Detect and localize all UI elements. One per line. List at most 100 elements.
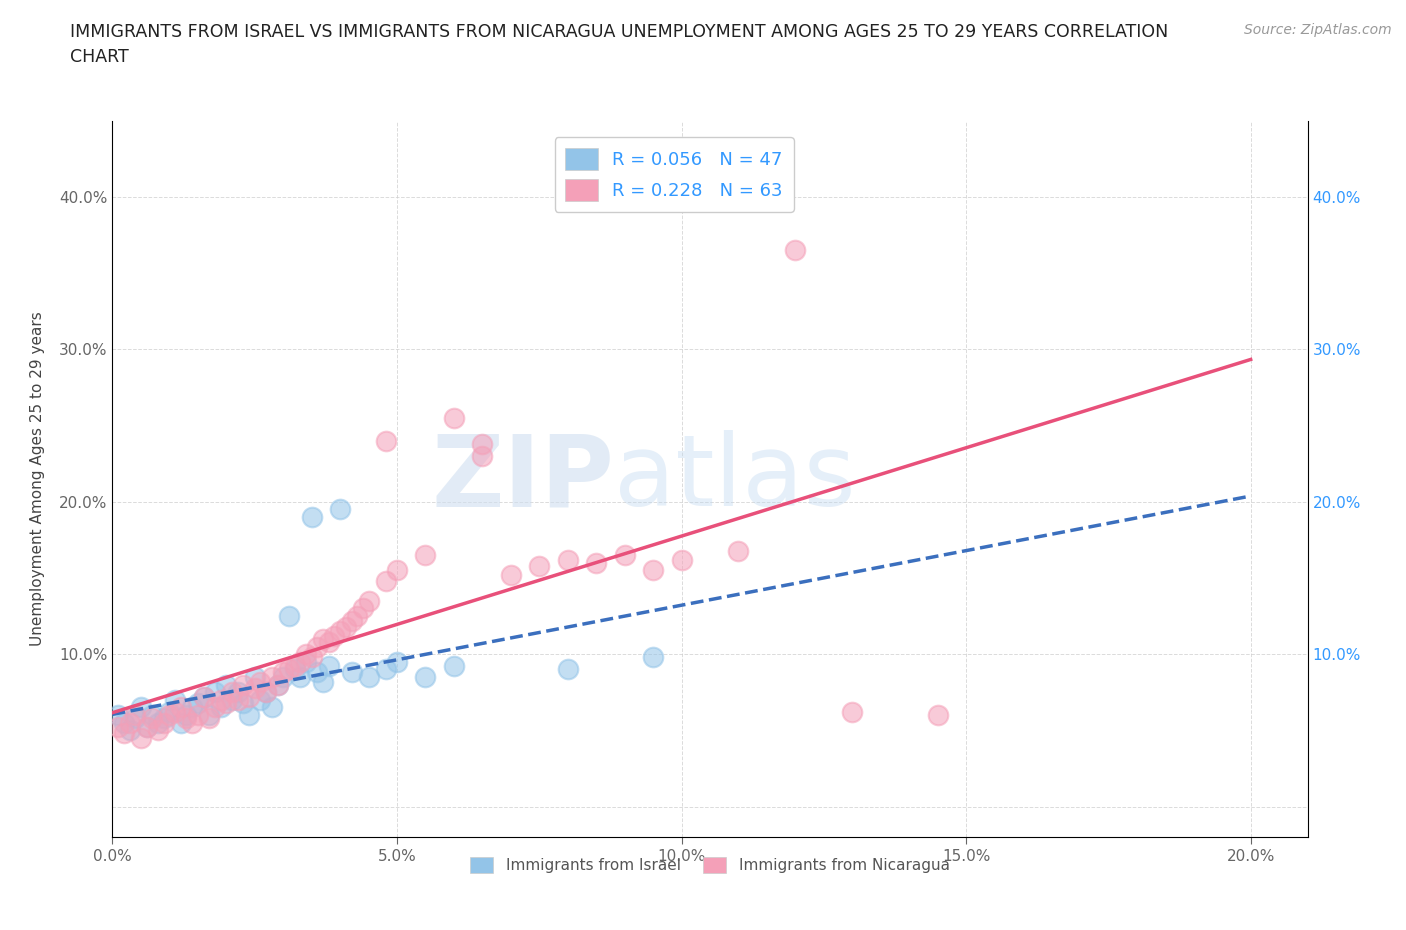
Point [374, 433, 396, 448]
Point [209, 693, 232, 708]
Point [170, 700, 193, 715]
Point [295, 655, 318, 670]
Point [643, 650, 665, 665]
Point [841, 705, 863, 720]
Point [135, 720, 157, 735]
Point [415, 548, 437, 563]
Point [238, 708, 260, 723]
Point [335, 619, 357, 634]
Point [204, 684, 226, 699]
Point [118, 715, 141, 730]
Point [198, 708, 221, 723]
Point [249, 674, 271, 689]
Point [135, 720, 157, 735]
Point [385, 563, 408, 578]
Point [238, 689, 260, 704]
Point [260, 670, 283, 684]
Point [204, 700, 226, 715]
Point [260, 700, 283, 715]
Point [187, 696, 209, 711]
Point [443, 410, 465, 425]
Point [499, 567, 522, 582]
Point [284, 662, 307, 677]
Point [277, 608, 299, 623]
Point [277, 662, 299, 677]
Point [340, 613, 363, 628]
Point [215, 696, 238, 711]
Point [193, 689, 215, 704]
Point [232, 677, 254, 692]
Point [165, 693, 187, 708]
Text: Source: ZipAtlas.com: Source: ZipAtlas.com [1244, 23, 1392, 37]
Point [124, 711, 146, 725]
Point [198, 711, 221, 725]
Point [329, 624, 352, 639]
Point [215, 677, 238, 692]
Point [226, 684, 249, 699]
Point [671, 552, 693, 567]
Point [323, 629, 346, 644]
Point [266, 677, 288, 692]
Point [152, 711, 174, 725]
Point [176, 708, 198, 723]
Point [374, 574, 396, 589]
Point [385, 655, 408, 670]
Point [107, 720, 129, 735]
Point [415, 670, 437, 684]
Point [226, 693, 249, 708]
Point [271, 665, 294, 680]
Point [112, 726, 135, 741]
Point [157, 708, 180, 723]
Point [157, 705, 180, 720]
Point [443, 659, 465, 674]
Point [187, 708, 209, 723]
Point [529, 558, 551, 573]
Legend: Immigrants from Israel, Immigrants from Nicaragua: Immigrants from Israel, Immigrants from … [464, 851, 956, 880]
Point [118, 723, 141, 737]
Point [124, 708, 146, 723]
Text: ZIP: ZIP [432, 431, 614, 527]
Point [176, 711, 198, 725]
Point [352, 601, 374, 616]
Point [927, 708, 949, 723]
Point [471, 436, 494, 451]
Point [254, 684, 277, 699]
Point [209, 700, 232, 715]
Point [146, 715, 169, 730]
Point [346, 608, 368, 623]
Point [146, 723, 169, 737]
Point [141, 708, 163, 723]
Point [165, 705, 187, 720]
Point [643, 563, 665, 578]
Point [301, 510, 323, 525]
Point [329, 502, 352, 517]
Point [557, 662, 579, 677]
Point [129, 731, 152, 746]
Point [312, 631, 335, 646]
Text: IMMIGRANTS FROM ISRAEL VS IMMIGRANTS FROM NICARAGUA UNEMPLOYMENT AMONG AGES 25 T: IMMIGRANTS FROM ISRAEL VS IMMIGRANTS FRO… [70, 23, 1168, 66]
Point [301, 650, 323, 665]
Point [181, 700, 204, 715]
Point [307, 639, 329, 654]
Point [557, 552, 579, 567]
Point [181, 715, 204, 730]
Point [232, 696, 254, 711]
Point [613, 548, 636, 563]
Point [129, 700, 152, 715]
Point [271, 670, 294, 684]
Point [152, 715, 174, 730]
Point [318, 634, 340, 649]
Point [284, 659, 307, 674]
Point [290, 655, 312, 670]
Point [357, 670, 380, 684]
Point [307, 665, 329, 680]
Point [585, 555, 607, 570]
Point [374, 662, 396, 677]
Point [290, 670, 312, 684]
Point [340, 665, 363, 680]
Point [221, 684, 243, 699]
Point [170, 715, 193, 730]
Point [243, 680, 266, 695]
Point [295, 646, 318, 661]
Point [727, 543, 749, 558]
